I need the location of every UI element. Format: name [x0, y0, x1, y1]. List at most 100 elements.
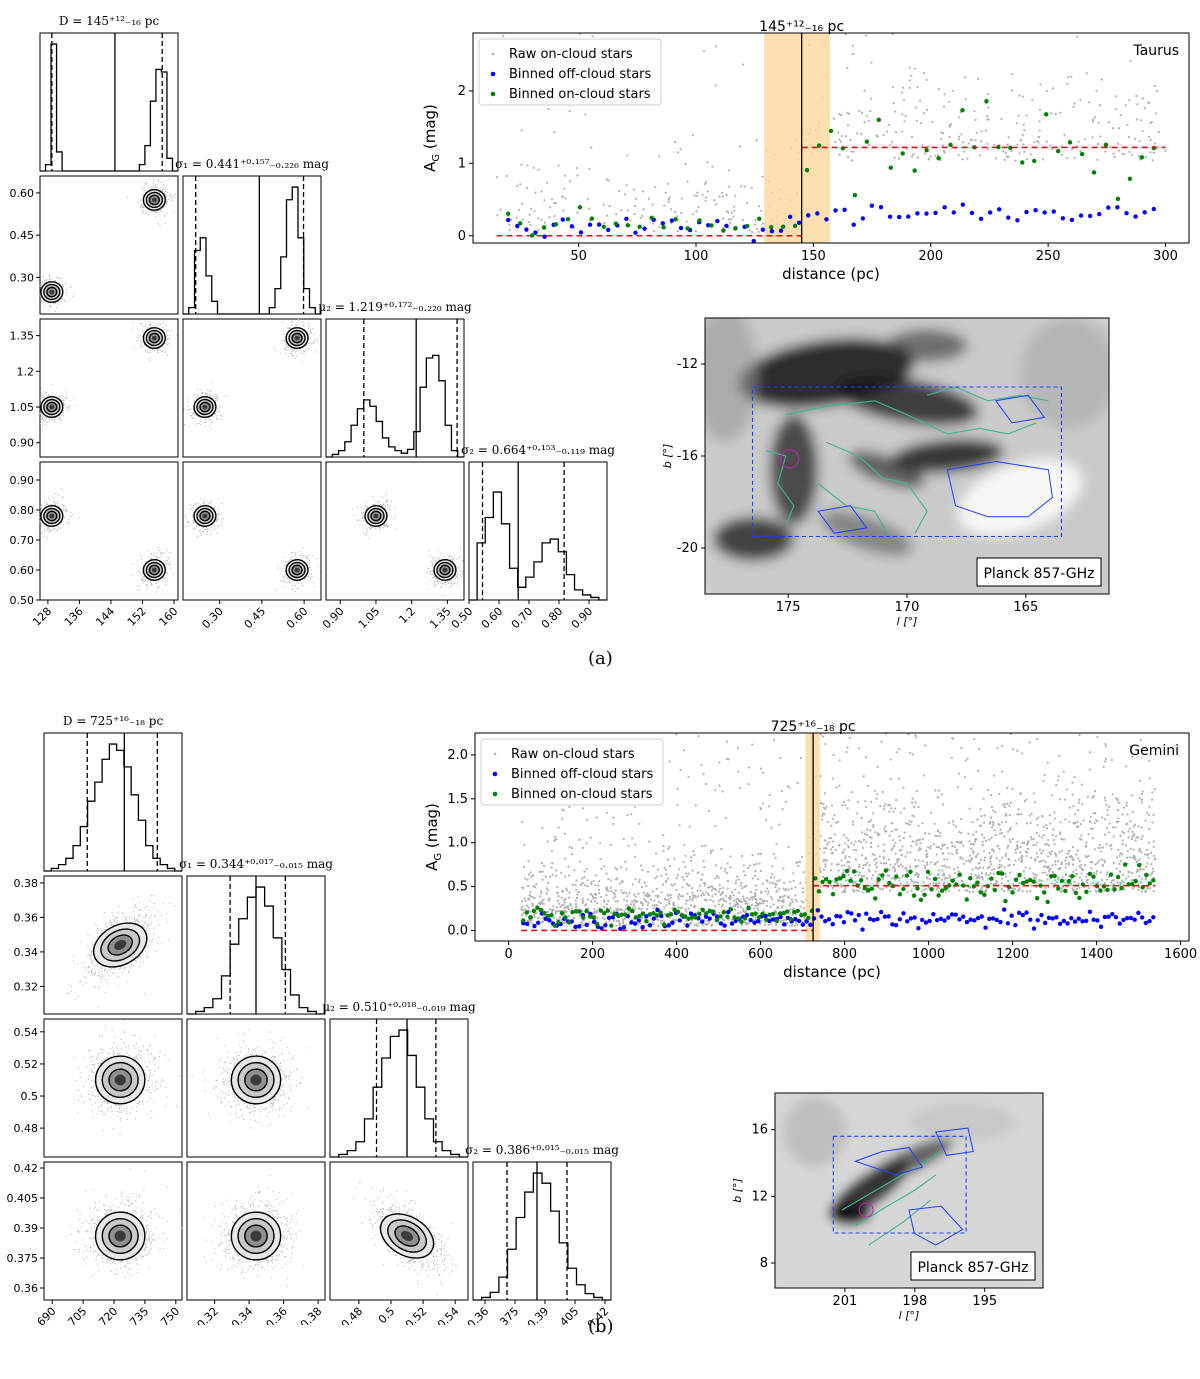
raw-star-point — [1112, 152, 1115, 155]
sample-point — [140, 341, 143, 343]
contour-line — [288, 329, 306, 347]
sample-point — [48, 531, 51, 533]
sample-point — [78, 517, 80, 519]
raw-star-point — [916, 86, 919, 89]
sample-point — [153, 553, 155, 555]
raw-star-point — [1006, 143, 1009, 146]
sample-point — [292, 584, 294, 586]
raw-star-point — [838, 138, 841, 141]
sample-point — [383, 503, 385, 505]
sample-point — [454, 577, 457, 580]
sample-point — [214, 413, 216, 415]
sample-point — [280, 352, 282, 354]
raw-star-point — [937, 154, 940, 157]
sample-point — [68, 984, 71, 986]
sample-point — [144, 182, 147, 184]
sample-point — [157, 222, 159, 224]
raw-star-point — [976, 77, 980, 80]
binned-off-cloud-point — [715, 218, 720, 224]
sample-point — [365, 534, 367, 536]
raw-star-point — [711, 165, 714, 168]
sample-point — [176, 334, 178, 336]
sample-point — [291, 352, 293, 354]
sample-point — [386, 501, 388, 503]
sample-point — [194, 414, 196, 416]
raw-star-point — [969, 138, 973, 142]
sample-point — [70, 285, 72, 287]
binned-off-cloud-point — [1097, 211, 1102, 217]
sample-point — [428, 589, 430, 591]
sample-point — [303, 353, 305, 355]
sample-point — [94, 923, 96, 926]
sample-point — [43, 416, 45, 418]
sample-point — [59, 527, 61, 530]
sample-point — [147, 1087, 149, 1089]
sample-point — [50, 529, 52, 531]
sample-point — [146, 351, 149, 353]
sample-point — [291, 580, 294, 582]
contour-line — [199, 401, 211, 413]
raw-star-point — [676, 229, 679, 233]
sample-point — [86, 955, 88, 957]
sample-point — [79, 1072, 82, 1074]
raw-star-point — [1109, 146, 1112, 149]
sample-point — [64, 300, 66, 302]
sample-point — [92, 943, 94, 945]
sample-point — [147, 926, 149, 928]
sample-point — [161, 190, 163, 192]
sample-point — [289, 582, 291, 584]
sample-point — [111, 912, 113, 914]
sample-point — [125, 916, 128, 918]
y-tick-label: 2 — [458, 84, 466, 99]
sample-point — [287, 346, 289, 348]
raw-star-point — [948, 100, 951, 103]
sample-point — [154, 1081, 157, 1083]
sample-point — [62, 497, 65, 499]
sample-point — [141, 580, 143, 582]
raw-star-point — [995, 157, 998, 160]
raw-star-point — [1148, 135, 1151, 138]
raw-star-point — [1137, 155, 1140, 158]
sample-point — [154, 215, 157, 217]
sample-point — [43, 527, 45, 529]
raw-star-point — [664, 191, 667, 194]
sample-point — [62, 402, 65, 404]
sample-point — [296, 349, 298, 351]
raw-star-point — [1095, 89, 1098, 92]
sample-point — [167, 556, 169, 559]
raw-star-point — [685, 220, 688, 223]
sample-point — [141, 578, 143, 581]
raw-star-point — [508, 223, 511, 226]
binned-on-cloud-point — [1079, 151, 1085, 157]
sample-point — [64, 517, 66, 519]
raw-star-point — [980, 140, 983, 143]
binned-off-cloud-point — [724, 223, 729, 229]
sample-point — [112, 914, 114, 917]
x-tick-label: 1.05 — [356, 605, 383, 632]
sample-point — [132, 321, 134, 324]
sample-point — [91, 968, 93, 970]
panel-a: D = 145⁺¹²₋₁₆ pc 0.30 0.45 0.60 σ₁ = 0.441⁺⁰… — [0, 0, 1200, 669]
sample-point — [56, 529, 59, 532]
sample-point — [99, 976, 101, 978]
sample-point — [66, 396, 68, 399]
sample-point — [166, 1096, 168, 1098]
sample-point — [162, 346, 164, 348]
sample-point — [109, 1048, 112, 1050]
sample-point — [149, 1086, 151, 1089]
raw-star-point — [755, 139, 758, 142]
sample-point — [88, 934, 90, 936]
sample-point — [148, 1077, 151, 1080]
sample-point — [206, 421, 208, 423]
density-level — [49, 404, 55, 410]
sample-point — [283, 575, 285, 577]
raw-star-point — [617, 189, 620, 193]
sample-point — [46, 537, 49, 539]
sample-point — [155, 950, 157, 953]
binned-on-cloud-point — [769, 225, 774, 230]
sample-point — [136, 336, 139, 339]
binned-off-cloud-point — [587, 222, 593, 227]
y-tick-label: -16 — [677, 449, 698, 464]
x-tick-label: 160 — [156, 605, 180, 629]
